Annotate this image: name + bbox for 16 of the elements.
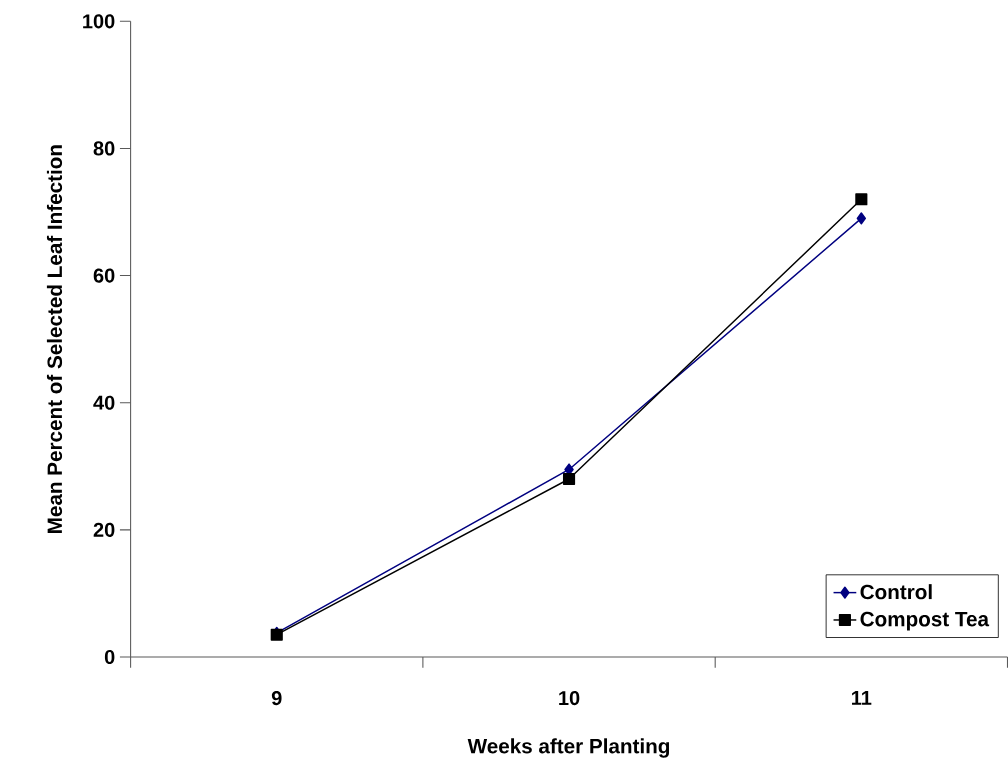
x-tick-label: 9: [271, 691, 282, 706]
y-tick-label: 20: [93, 522, 115, 538]
y-tick-label: 100: [83, 14, 115, 29]
y-tick-label: 0: [104, 650, 115, 665]
x-tick-label: 11: [852, 691, 872, 705]
legend-label: Control: [860, 584, 932, 600]
y-tick-label: 60: [93, 268, 115, 283]
legend-label: Compost Tea: [860, 611, 990, 631]
point: [562, 473, 576, 486]
y-tick-label: 80: [93, 141, 115, 156]
y-tick-label: 40: [93, 395, 115, 410]
point: [856, 212, 867, 225]
x-axis-title: Weeks after Planting: [467, 738, 670, 758]
x-tick-label: 10: [559, 691, 580, 706]
y-axis-title: Mean Percent of Selected Leaf Infection: [46, 145, 63, 534]
point: [855, 193, 868, 206]
